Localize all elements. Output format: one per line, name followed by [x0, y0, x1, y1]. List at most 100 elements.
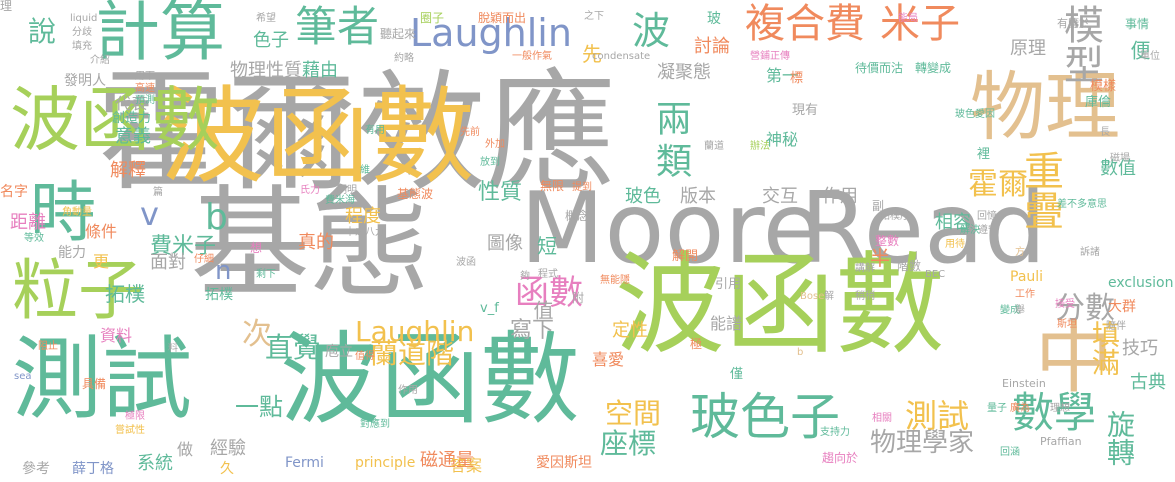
word-cloud-word: 版本 [680, 186, 716, 207]
word-cloud-word: liquid [70, 13, 98, 24]
word-cloud-word: 理 [0, 0, 13, 13]
word-cloud-word: 用下 [135, 71, 155, 82]
word-cloud-word: 波函數 [160, 76, 476, 198]
word-cloud-word: 作用 [398, 385, 418, 396]
word-cloud-word: 具備 [82, 377, 107, 391]
word-cloud-word: 解開 [672, 249, 699, 264]
word-cloud-word: BEC [925, 269, 946, 280]
word-cloud-word: 高速 [135, 83, 155, 94]
word-cloud-word: 事情 [1125, 17, 1150, 31]
word-cloud-word: 做 [177, 440, 194, 459]
word-cloud-word: 座標 [600, 427, 657, 460]
word-cloud-word: 討論 [694, 36, 730, 57]
word-cloud-word: 技巧 [1122, 338, 1158, 359]
word-cloud-word: 基態 [190, 175, 430, 314]
word-cloud-word: 庖立 [325, 344, 353, 360]
word-cloud-word: 凝聚態 [657, 62, 711, 83]
word-cloud-word: 測試 [905, 397, 970, 435]
word-cloud-word: 標 [790, 71, 804, 86]
word-cloud-word: 想 [250, 241, 263, 255]
word-cloud-word: 模型 [1057, 4, 1103, 84]
word-cloud-word: b [797, 347, 804, 358]
word-cloud-word: 條件 [85, 222, 118, 241]
word-cloud-word: 基態波 [397, 187, 434, 201]
word-cloud-word: 稍稍 [855, 291, 875, 302]
word-cloud-word: 真的 [298, 232, 334, 253]
word-cloud-word: 嘗試性 [115, 425, 145, 436]
word-cloud-word: 現有 [792, 103, 819, 118]
word-cloud-word: 交互 [762, 186, 798, 207]
word-cloud-word: 相容 [935, 212, 971, 233]
word-cloud-word: n [215, 256, 232, 286]
word-cloud-word: 作用 [822, 186, 858, 207]
word-cloud-word: 一點 [235, 393, 283, 421]
word-cloud-word: 愛因斯坦 [536, 455, 592, 471]
word-cloud-word: 拓樸 [105, 282, 145, 306]
word-cloud-word: 空間 [605, 397, 662, 430]
word-cloud-word: 之下 [584, 11, 604, 22]
word-cloud-word: 數值 [1100, 158, 1136, 179]
word-cloud-word: 引用 [715, 277, 742, 292]
word-cloud-word: 距離 [10, 212, 46, 233]
word-cloud-word: 相關 [872, 413, 892, 424]
word-cloud-word: 解 [824, 291, 834, 302]
word-cloud-word: 脫穎而出 [478, 11, 527, 25]
word-cloud-word: 發明人 [64, 73, 106, 89]
word-cloud-word: 次 [242, 317, 272, 352]
word-cloud-word: 無能隱 [600, 275, 630, 286]
word-cloud-word: 極 [690, 337, 703, 351]
word-cloud-word: 概念 [565, 209, 590, 223]
word-cloud-word: exclusion [1108, 275, 1174, 291]
word-cloud-word: 提到 [572, 182, 592, 193]
word-cloud-word: v_f [480, 301, 499, 316]
word-cloud-word: 重疊 [1017, 150, 1063, 230]
word-cloud-word: 色子 [253, 30, 289, 51]
word-cloud-word: 裡 [977, 147, 991, 162]
word-cloud-word: 圖像 [487, 233, 523, 254]
word-cloud-word: 類 [650, 142, 691, 178]
word-cloud-word: 量子 [987, 403, 1007, 414]
word-cloud-word: 料 [168, 343, 178, 354]
word-cloud-word: 分數 [1055, 291, 1115, 326]
word-cloud-word: 講解 [855, 263, 875, 274]
word-cloud-word: 費米海 [325, 195, 355, 206]
word-cloud-word: sea [14, 371, 32, 382]
word-cloud-word: 磁場 [1110, 153, 1130, 164]
word-cloud-word: 有用 [365, 125, 385, 136]
word-cloud-word: 理想 [1050, 403, 1070, 414]
word-cloud-word: 波函數 [615, 241, 945, 369]
word-cloud-word: 拓樸序 [880, 211, 910, 222]
word-cloud-word: 經驗 [210, 438, 246, 459]
word-cloud-word: condensate [592, 51, 651, 62]
word-cloud-word: 圈子 [420, 11, 445, 25]
word-cloud-word: 蘭道 [704, 141, 724, 152]
word-cloud-word: 副 [872, 199, 885, 213]
word-cloud-word: 接受 [1055, 299, 1075, 310]
word-cloud-word: 波 [632, 9, 671, 53]
word-cloud-word: 波函數 [280, 321, 580, 438]
word-cloud-word: 解決 [960, 225, 980, 236]
word-cloud-word: 填充 [72, 41, 92, 52]
word-cloud-word: 意義 [115, 126, 151, 147]
word-cloud-word: 半 [870, 246, 890, 270]
word-cloud-word: 喜愛 [592, 350, 625, 369]
word-cloud-word: 拓樸 [205, 287, 233, 303]
word-cloud-word: 仔細 [194, 254, 214, 265]
word-cloud-word: 米子 [880, 1, 960, 47]
word-cloud-word: 十之八九 [345, 227, 385, 238]
word-cloud-word: 回涵 [1000, 447, 1020, 458]
word-cloud-word: 分歧 [72, 27, 92, 38]
word-cloud-word: 磁通量 [420, 450, 474, 471]
word-cloud-word: Moore [520, 172, 823, 286]
word-cloud-word: 久 [220, 461, 234, 477]
word-cloud-word: 玻色愛因 [955, 109, 995, 120]
word-cloud-word: 夠 [520, 271, 530, 282]
word-cloud-word: Fermi [285, 455, 324, 471]
word-cloud-word: 薛丁格 [72, 461, 114, 477]
word-cloud-word: 更 [93, 252, 110, 271]
word-cloud-word: 原理 [1010, 38, 1046, 59]
word-cloud-word: 廣為 [1010, 403, 1030, 414]
word-cloud-word: 玻色子 [690, 388, 840, 446]
word-cloud-word: v [140, 195, 159, 233]
